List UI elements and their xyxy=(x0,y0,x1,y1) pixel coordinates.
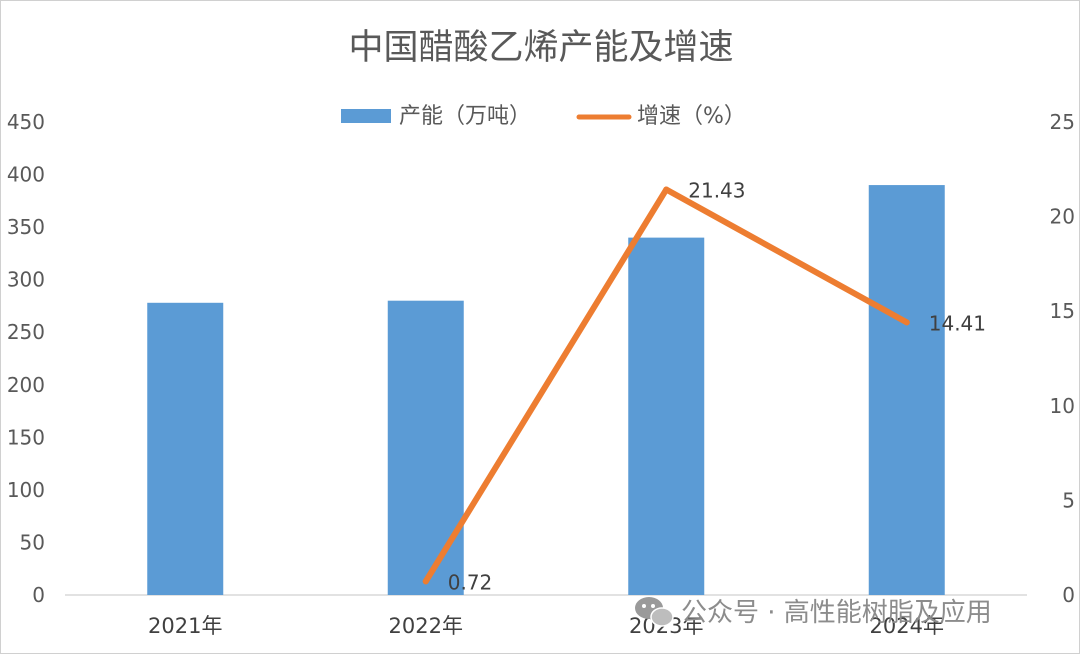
right-tick-label: 20 xyxy=(1050,205,1075,229)
left-axis: 0 50 100 150 200 250 300 350 400 450 xyxy=(7,110,45,607)
left-tick-label: 0 xyxy=(32,583,45,607)
growth-data-label: 14.41 xyxy=(929,311,986,335)
growth-data-label: 0.72 xyxy=(448,570,493,594)
bar-capacity xyxy=(628,237,705,595)
bar-capacity xyxy=(868,185,945,596)
growth-point xyxy=(422,578,429,585)
legend-swatch-capacity xyxy=(341,109,391,123)
chart-title: 中国醋酸乙烯产能及增速 xyxy=(348,28,733,68)
bar-capacity xyxy=(387,300,464,595)
legend: 产能（万吨） 增速（%） xyxy=(341,104,746,129)
x-tick-label: 2024年 xyxy=(870,614,944,638)
left-tick-label: 100 xyxy=(7,478,45,502)
line-series: 0.72 21.43 14.41 xyxy=(422,179,986,594)
left-tick-label: 150 xyxy=(7,425,45,449)
legend-label-growth: 增速（%） xyxy=(637,104,746,129)
right-tick-label: 10 xyxy=(1050,394,1075,418)
left-tick-label: 200 xyxy=(7,373,45,397)
growth-point xyxy=(663,186,670,193)
left-tick-label: 250 xyxy=(7,320,45,344)
watermark-text: 公众号 · 高性能树脂及应用 xyxy=(681,598,992,628)
bar-capacity xyxy=(147,302,224,595)
left-tick-label: 50 xyxy=(20,530,45,554)
bar-series xyxy=(147,185,945,596)
legend-label-capacity: 产能（万吨） xyxy=(399,104,531,129)
right-tick-label: 0 xyxy=(1062,583,1075,607)
x-tick-label: 2021年 xyxy=(148,614,222,638)
left-tick-label: 450 xyxy=(7,110,45,134)
growth-data-label: 21.43 xyxy=(688,179,745,203)
left-tick-label: 300 xyxy=(7,268,45,292)
x-tick-label: 2022年 xyxy=(389,614,463,638)
right-axis: 0 5 10 15 20 25 xyxy=(1050,110,1075,607)
right-tick-label: 15 xyxy=(1050,299,1075,323)
growth-point xyxy=(903,319,910,326)
watermark: 公众号 · 高性能树脂及应用 xyxy=(635,597,992,628)
left-tick-label: 350 xyxy=(7,215,45,239)
wechat-icon xyxy=(635,597,674,627)
left-tick-label: 400 xyxy=(7,163,45,187)
right-tick-label: 5 xyxy=(1062,488,1075,512)
right-tick-label: 25 xyxy=(1050,110,1075,134)
